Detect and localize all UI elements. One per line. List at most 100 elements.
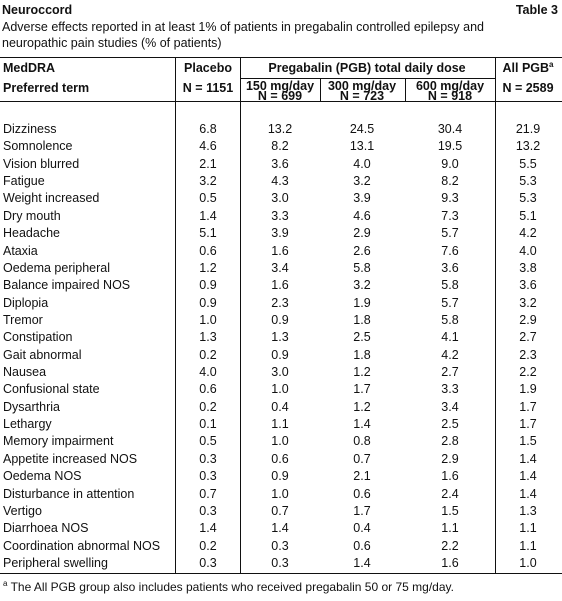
cell-value: 5.8 bbox=[353, 260, 371, 275]
rule bbox=[0, 101, 562, 102]
cell-value: 2.5 bbox=[353, 330, 371, 345]
row-term: Diplopia bbox=[3, 295, 49, 310]
cell-value: 0.2 bbox=[199, 538, 217, 553]
cell-value: 2.3 bbox=[519, 347, 537, 362]
cell-value: 2.5 bbox=[441, 417, 459, 432]
cell-value: 4.0 bbox=[199, 365, 217, 380]
cell-value: 5.8 bbox=[441, 278, 459, 293]
col-header: Pregabalin (PGB) total daily dose bbox=[268, 61, 466, 75]
row-term: Tremor bbox=[3, 312, 43, 327]
cell-value: 3.2 bbox=[199, 174, 217, 189]
row-term: Coordination abnormal NOS bbox=[3, 538, 161, 553]
cell-value: 5.5 bbox=[519, 156, 537, 171]
cell-value: 3.2 bbox=[353, 174, 371, 189]
row-term: Lethargy bbox=[3, 417, 52, 432]
footnote-text: The All PGB group also includes patients… bbox=[10, 580, 454, 594]
cell-value: 0.4 bbox=[271, 399, 289, 414]
cell-value: 1.8 bbox=[353, 347, 371, 362]
cell-value: 0.7 bbox=[271, 503, 289, 518]
col-header: N = 2589 bbox=[502, 81, 554, 95]
cell-value: 1.6 bbox=[441, 556, 459, 570]
cell-value: 5.1 bbox=[199, 226, 217, 241]
cell-value: 2.9 bbox=[519, 312, 537, 327]
row-term: Dysarthria bbox=[3, 399, 60, 414]
caption: Adverse effects reported in at least 1% … bbox=[2, 20, 485, 34]
cell-value: 1.8 bbox=[353, 312, 371, 327]
cell-value: 5.8 bbox=[441, 312, 459, 327]
cell-value: 1.5 bbox=[519, 434, 537, 449]
cell-value: 3.8 bbox=[519, 260, 537, 275]
col-header: 300 mg/day bbox=[327, 79, 397, 93]
cell-value: 0.2 bbox=[199, 399, 217, 414]
cell-value: 0.9 bbox=[271, 469, 289, 484]
doc-title: Neuroccord bbox=[2, 3, 73, 17]
cell-value: 5.7 bbox=[441, 295, 459, 310]
cell-value: 1.3 bbox=[271, 330, 289, 345]
cell-value: 1.6 bbox=[271, 243, 289, 258]
row-term: Dizziness bbox=[3, 122, 57, 136]
row-term: Nausea bbox=[3, 365, 47, 380]
col-header: Placebo bbox=[184, 61, 232, 75]
cell-value: 4.2 bbox=[441, 347, 459, 362]
cell-value: 1.1 bbox=[271, 417, 289, 432]
cell-value: 1.5 bbox=[441, 503, 459, 518]
cell-value: 0.7 bbox=[353, 451, 371, 466]
cell-value: 0.6 bbox=[199, 382, 217, 397]
cell-value: 0.9 bbox=[271, 312, 289, 327]
col-header: N = 699 bbox=[257, 89, 303, 103]
row-term: Diarrhoea NOS bbox=[3, 521, 89, 536]
cell-value: 4.1 bbox=[441, 330, 459, 345]
cell-value: 1.1 bbox=[519, 538, 537, 553]
cell-value: 0.6 bbox=[199, 243, 217, 258]
cell-value: 0.5 bbox=[199, 191, 217, 206]
row-term: Peripheral swelling bbox=[3, 556, 108, 570]
cell-value: 1.4 bbox=[519, 451, 537, 466]
cell-value: 9.0 bbox=[441, 156, 459, 171]
cell-value: 2.7 bbox=[441, 365, 459, 380]
cell-value: 3.6 bbox=[271, 156, 289, 171]
cell-value: 6.8 bbox=[199, 122, 217, 136]
cell-value: 5.3 bbox=[519, 191, 537, 206]
footnote-marker: a bbox=[3, 579, 8, 588]
cell-value: 1.7 bbox=[519, 399, 537, 414]
row-term: Balance impaired NOS bbox=[3, 278, 131, 293]
cell-value: 4.6 bbox=[353, 208, 371, 223]
cell-value: 0.6 bbox=[353, 486, 371, 501]
cell-value: 0.1 bbox=[199, 417, 217, 432]
cell-value: 3.9 bbox=[271, 226, 289, 241]
cell-value: 3.6 bbox=[519, 278, 537, 293]
cell-value: 0.7 bbox=[199, 486, 217, 501]
cell-value: 1.0 bbox=[271, 434, 289, 449]
rule bbox=[0, 573, 562, 574]
cell-value: 1.1 bbox=[519, 521, 537, 536]
cell-value: 8.2 bbox=[441, 174, 459, 189]
cell-value: 0.2 bbox=[199, 347, 217, 362]
cell-value: 3.2 bbox=[519, 295, 537, 310]
cell-value: 3.3 bbox=[441, 382, 459, 397]
cell-value: 3.0 bbox=[271, 191, 289, 206]
cell-value: 0.4 bbox=[353, 521, 371, 536]
row-term: Appetite increased NOS bbox=[3, 451, 138, 466]
cell-value: 0.3 bbox=[271, 538, 289, 553]
cell-value: 1.2 bbox=[353, 399, 371, 414]
col-header: 150 mg/day bbox=[245, 79, 315, 93]
cell-value: 1.4 bbox=[271, 521, 289, 536]
cell-value: 30.4 bbox=[437, 122, 463, 136]
cell-value: 1.3 bbox=[199, 330, 217, 345]
cell-value: 1.9 bbox=[519, 382, 537, 397]
col-header: N = 1151 bbox=[182, 81, 234, 95]
table-label: Table 3 bbox=[515, 3, 558, 17]
cell-value: 1.1 bbox=[441, 521, 459, 536]
cell-value: 4.6 bbox=[199, 139, 217, 154]
cell-value: 7.3 bbox=[441, 208, 459, 223]
cell-value: 3.0 bbox=[271, 365, 289, 380]
cell-value: 5.7 bbox=[441, 226, 459, 241]
row-term: Confusional state bbox=[3, 382, 100, 397]
rule bbox=[495, 57, 496, 573]
cell-value: 1.2 bbox=[199, 260, 217, 275]
cell-value: 5.3 bbox=[519, 174, 537, 189]
cell-value: 24.5 bbox=[349, 122, 375, 136]
footnote: a The All PGB group also includes patien… bbox=[3, 579, 454, 595]
col-header: All PGBa bbox=[503, 60, 554, 76]
